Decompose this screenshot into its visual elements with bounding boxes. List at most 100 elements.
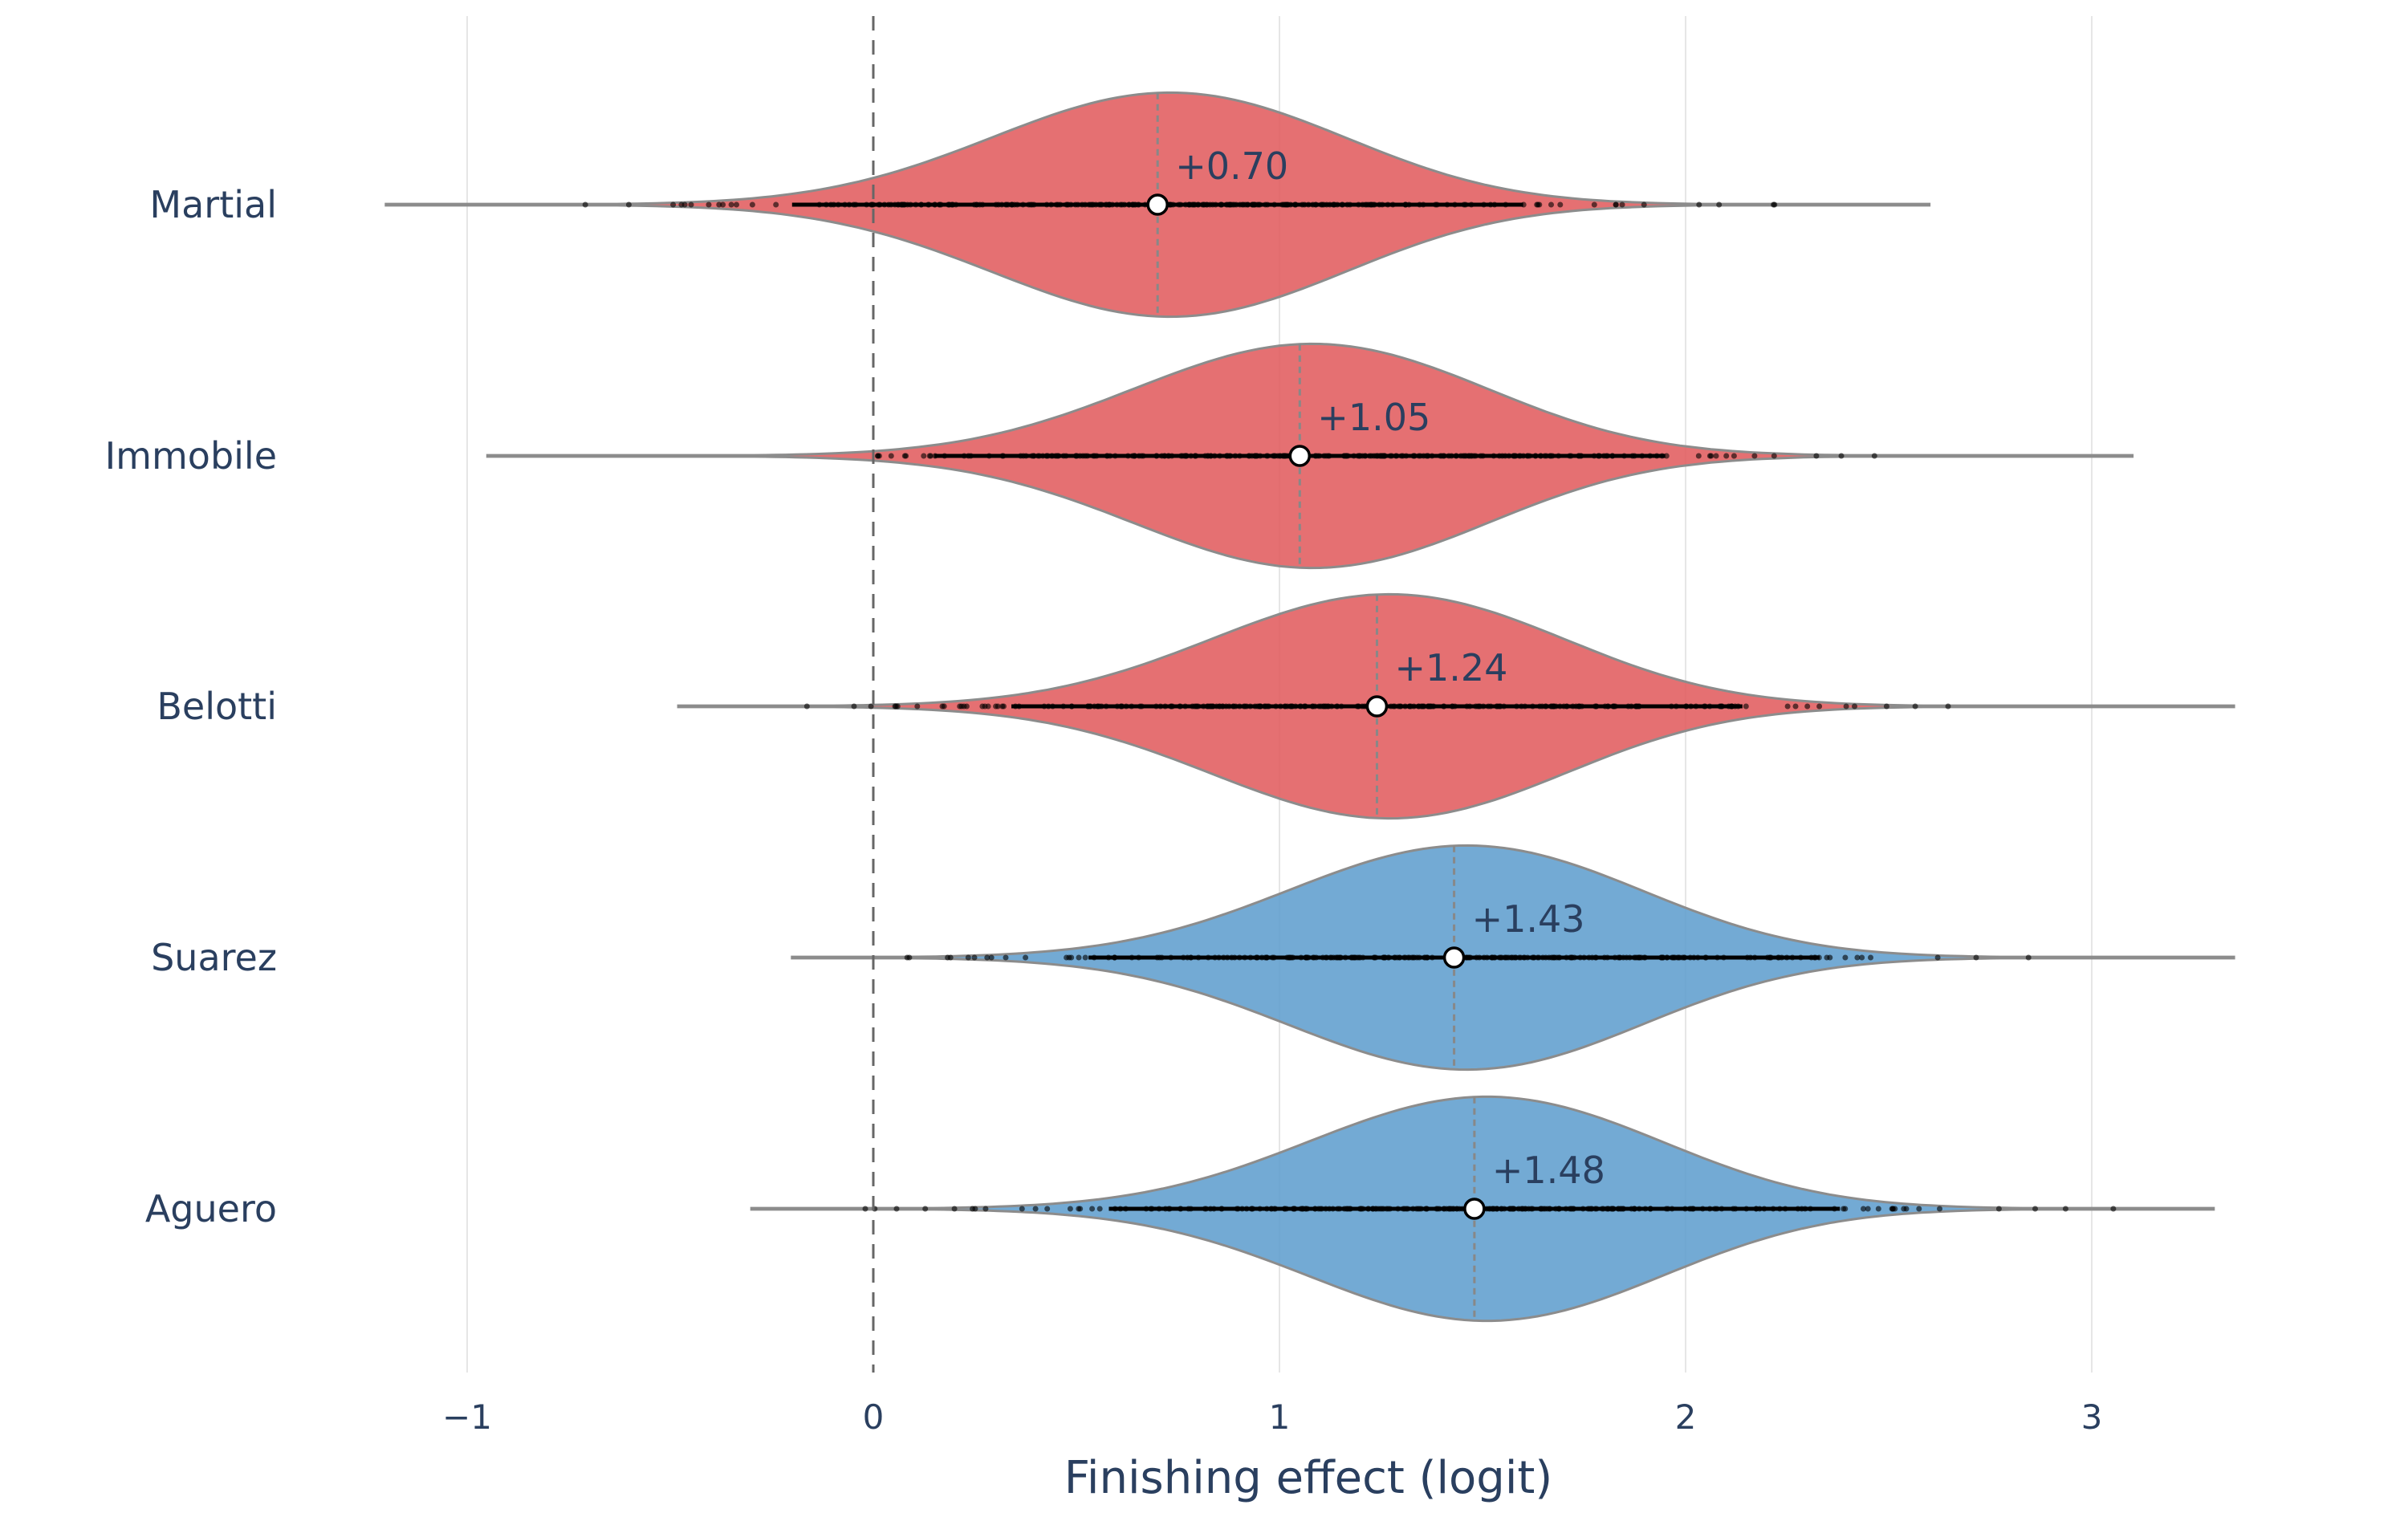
sample-point [1771, 453, 1777, 459]
sample-point [2032, 1206, 2038, 1212]
sample-point [922, 1206, 929, 1212]
sample-point [2062, 1206, 2068, 1212]
sample-point [1619, 201, 1625, 208]
sample-point [945, 954, 951, 961]
sample-point [963, 703, 970, 710]
sample-point [1883, 703, 1889, 710]
violin-martial [384, 91, 1931, 319]
x-tick-label: 3 [2081, 1397, 2103, 1437]
x-tick-label: 1 [1269, 1397, 1291, 1437]
sample-point [1973, 954, 1979, 961]
category-label: Martial [149, 183, 277, 226]
sample-point [625, 201, 632, 208]
sample-point [582, 201, 588, 208]
sample-point [1937, 1206, 1942, 1212]
mean-label: +0.70 [1175, 144, 1288, 188]
sample-point [1003, 954, 1009, 961]
sample-point [749, 201, 755, 208]
mean-label: +1.43 [1472, 897, 1585, 941]
x-tick-label: 2 [1675, 1397, 1697, 1437]
sample-point [921, 453, 927, 459]
sample-point [1792, 703, 1799, 710]
sample-point [670, 201, 677, 208]
sample-point [734, 201, 739, 208]
sample-point [1613, 201, 1619, 208]
sample-point [2110, 1206, 2117, 1212]
sample-point [1827, 954, 1833, 961]
sample-point [706, 201, 712, 208]
sample-point [1557, 201, 1564, 208]
sample-point [1032, 1206, 1039, 1212]
sample-point [1771, 201, 1776, 208]
sample-point [1019, 1206, 1025, 1212]
sample-point [2025, 954, 2032, 961]
mean-marker [1463, 1198, 1486, 1220]
violin-aguero [750, 1095, 2215, 1323]
sample-point [914, 703, 921, 710]
sample-point [868, 703, 874, 710]
sample-point [1066, 954, 1072, 961]
sample-point [1067, 1206, 1073, 1212]
sample-point [888, 453, 894, 459]
sample-point [1842, 1206, 1849, 1212]
sample-point [1716, 201, 1723, 208]
sample-point [862, 1206, 868, 1212]
sample-point [972, 1206, 978, 1212]
sample-point [1723, 453, 1730, 459]
sample-point [1916, 1206, 1922, 1212]
sample-point [773, 201, 779, 208]
category-label: Aguero [145, 1187, 277, 1230]
sample-point [1096, 1206, 1103, 1212]
sample-point [1875, 1206, 1881, 1212]
violin-suarez [791, 844, 2235, 1072]
sample-point [1695, 453, 1702, 459]
sample-point [1044, 1206, 1051, 1212]
sample-point [941, 703, 947, 710]
sample-point [716, 201, 722, 208]
category-label: Suarez [151, 936, 277, 979]
mean-label: +1.24 [1394, 646, 1507, 689]
sample-point [1089, 1206, 1096, 1212]
sample-point [1713, 453, 1719, 459]
sample-point [1859, 954, 1865, 961]
mean-marker [1288, 445, 1312, 467]
sample-point [1945, 703, 1951, 710]
sample-point [893, 703, 899, 710]
sample-point [1743, 703, 1749, 710]
sample-point [901, 453, 908, 459]
category-label: Belotti [157, 685, 277, 728]
sample-point [681, 201, 688, 208]
sample-point [1861, 1206, 1866, 1212]
sample-point [1813, 453, 1820, 459]
labels: −1 0 1 2 3 +0.70 Martial +1.05 Immobile +1.24 Belo… [105, 144, 2103, 1437]
violins [384, 91, 2235, 1323]
sample-point [1865, 1206, 1871, 1212]
mean-marker [1365, 695, 1389, 718]
sample-point [958, 703, 965, 710]
sample-point [982, 1206, 989, 1212]
category-label: Immobile [105, 434, 277, 478]
sample-point [1843, 703, 1849, 710]
sample-point [971, 954, 978, 961]
x-axis-title: Finishing effect (logit) [1064, 1452, 1552, 1504]
sample-point [1912, 703, 1918, 710]
sample-point [1784, 703, 1791, 710]
sample-point [1816, 703, 1823, 710]
mean-label: +1.05 [1317, 396, 1430, 439]
sample-point [906, 954, 913, 961]
sample-point [1852, 703, 1857, 710]
sample-point [965, 954, 971, 961]
sample-point [1076, 954, 1082, 961]
sample-point [1804, 703, 1811, 710]
sample-point [720, 201, 726, 208]
sample-point [1934, 954, 1941, 961]
sample-point [803, 703, 810, 710]
sample-point [1842, 954, 1849, 961]
sample-point [688, 201, 694, 208]
sample-point [1023, 954, 1029, 961]
sample-point [1868, 954, 1873, 961]
sample-point [1901, 1206, 1907, 1212]
sample-point [728, 201, 734, 208]
sample-point [1641, 201, 1647, 208]
